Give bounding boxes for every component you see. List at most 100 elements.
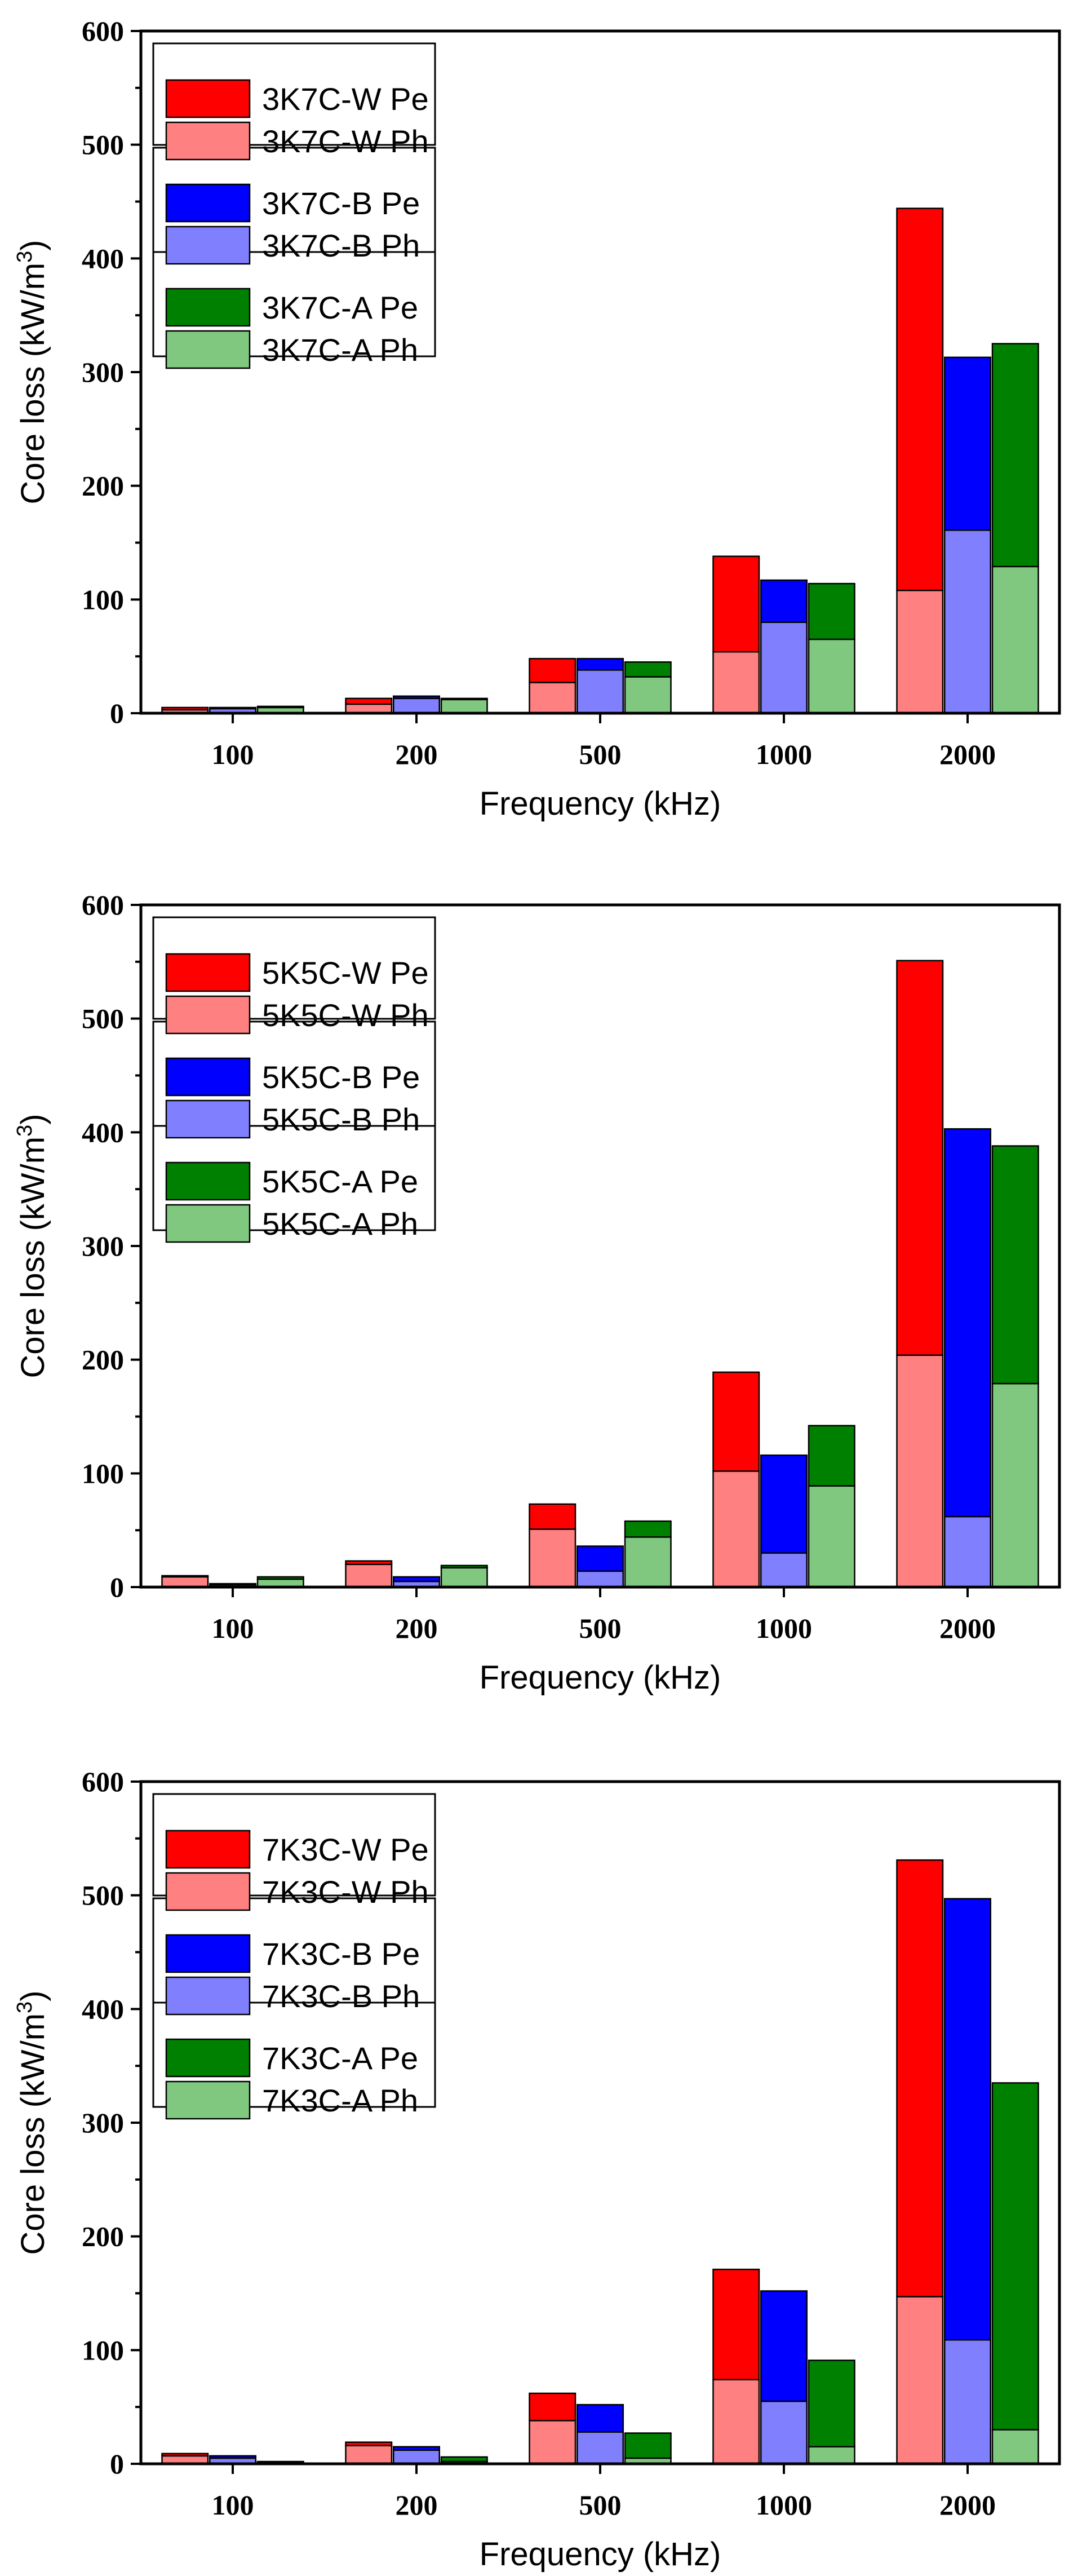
legend-swatch	[165, 2080, 251, 2120]
x-tick-label: 2000	[939, 739, 996, 770]
legend-label: 3K7C-B Pe	[262, 185, 420, 221]
y-tick-label: 400	[82, 1116, 124, 1148]
bar-3k7c-b-pe-100	[209, 706, 256, 710]
y-tick-label: 500	[82, 1003, 124, 1035]
bar-5k5c-w-ph-2000	[896, 1354, 944, 1588]
y-tick-label: 0	[110, 697, 124, 729]
legend-swatch	[165, 953, 251, 992]
bar-5k5c-a-ph-1000	[808, 1485, 855, 1588]
bar-5k5c-w-pe-100	[161, 1575, 209, 1578]
x-tick-label: 200	[396, 739, 438, 770]
x-tick-label: 200	[396, 2489, 438, 2521]
bar-3k7c-w-ph-2000	[896, 589, 944, 714]
bar-7k3c-b-pe-2000	[944, 1898, 991, 2341]
y-tick-label: 400	[82, 242, 124, 274]
bar-5k5c-a-pe-1000	[808, 1425, 855, 1487]
legend-swatch	[165, 1976, 251, 2016]
y-tick-label: 100	[82, 584, 124, 615]
bar-3k7c-b-pe-500	[577, 657, 624, 671]
legend-swatch	[165, 1161, 251, 1201]
x-tick-label: 500	[579, 739, 622, 770]
legend-label: 7K3C-W Pe	[262, 1832, 429, 1867]
bar-7k3c-a-pe-500	[624, 2432, 672, 2459]
y-axis-title-close: )	[15, 1114, 51, 1124]
y-tick-label: 200	[82, 2221, 124, 2252]
legend-swatch	[165, 1934, 251, 1973]
plot-frame	[139, 903, 1061, 1589]
bar-7k3c-b-ph-1000	[760, 2400, 808, 2465]
y-axis-title-close: )	[15, 1990, 51, 2001]
bar-5k5c-b-pe-200	[393, 1576, 440, 1583]
bar-5k5c-b-pe-500	[577, 1545, 624, 1572]
bar-3k7c-w-ph-500	[529, 682, 577, 714]
y-axis-title: Core loss (kW/m3)	[13, 240, 51, 504]
bar-7k3c-a-ph-1000	[808, 2446, 855, 2465]
x-tick-label: 2000	[939, 2489, 996, 2521]
bar-3k7c-w-pe-500	[529, 657, 577, 683]
bar-3k7c-a-ph-1000	[808, 638, 855, 714]
y-tick-label: 400	[82, 1993, 124, 2025]
bar-3k7c-a-pe-100	[256, 705, 304, 709]
legend-swatch	[165, 183, 251, 223]
bar-7k3c-w-ph-2000	[896, 2296, 944, 2465]
bar-5k5c-w-pe-200	[345, 1560, 393, 1565]
x-axis-title: Frequency (kHz)	[480, 785, 721, 822]
legend-swatch	[165, 288, 251, 327]
bar-5k5c-b-ph-1000	[760, 1552, 808, 1588]
y-axis-title: Core loss (kW/m3)	[13, 1990, 51, 2255]
bar-7k3c-w-ph-1000	[712, 2379, 760, 2465]
legend-swatch	[165, 79, 251, 118]
bar-7k3c-b-ph-2000	[944, 2339, 991, 2465]
bar-7k3c-b-pe-1000	[760, 2290, 808, 2402]
bar-3k7c-w-pe-2000	[896, 207, 944, 591]
bar-5k5c-b-pe-2000	[944, 1128, 991, 1518]
y-axis-title-base: Core loss (kW/m	[15, 2013, 51, 2255]
bar-5k5c-w-ph-500	[529, 1528, 577, 1588]
legend-label: 7K3C-B Pe	[262, 1936, 420, 1972]
legend-label: 5K5C-W Ph	[262, 997, 429, 1033]
legend-label: 5K5C-A Ph	[262, 1206, 418, 1241]
chart-5k5c: 0 100 200 300 400 500 600 100 200 500 1000 2000 Freq…	[13, 889, 1061, 1696]
legend-label: 3K7C-W Ph	[262, 123, 429, 159]
bar-7k3c-w-ph-200	[345, 2445, 393, 2465]
y-axis-title: Core loss (kW/m3)	[13, 1114, 51, 1378]
bar-5k5c-a-pe-2000	[991, 1145, 1039, 1385]
y-tick-label: 300	[82, 356, 124, 388]
legend-label: 3K7C-W Pe	[262, 81, 429, 117]
chart-7k3c: 0 100 200 300 400 500 600 100 200 500 1000 2000 Freq…	[13, 1766, 1061, 2573]
legend-label: 3K7C-A Ph	[262, 332, 418, 368]
bar-5k5c-b-ph-2000	[944, 1515, 991, 1588]
y-axis-title-base: Core loss (kW/m	[15, 1137, 51, 1378]
bar-5k5c-b-pe-1000	[760, 1454, 808, 1554]
y-tick-label: 500	[82, 1880, 124, 1911]
y-tick-label: 600	[82, 1766, 124, 1797]
bar-5k5c-w-pe-500	[529, 1503, 577, 1530]
x-tick-label: 1000	[756, 2489, 812, 2521]
legend-label: 7K3C-W Ph	[262, 1874, 429, 1910]
y-axis-title-close: )	[15, 240, 51, 250]
bar-3k7c-a-pe-1000	[808, 582, 855, 640]
bar-3k7c-a-pe-2000	[991, 343, 1039, 568]
plot-frame	[139, 1780, 1061, 2465]
legend-label: 3K7C-A Pe	[262, 290, 418, 325]
bar-7k3c-a-pe-1000	[808, 2360, 855, 2448]
x-tick-label: 500	[579, 1612, 622, 1644]
bar-5k5c-a-ph-200	[440, 1567, 488, 1588]
y-tick-label: 200	[82, 1344, 124, 1376]
bar-7k3c-w-pe-500	[529, 2392, 577, 2422]
bar-7k3c-b-pe-200	[393, 2446, 440, 2451]
bar-3k7c-a-ph-200	[440, 699, 488, 714]
legend-swatch	[165, 330, 251, 369]
bar-3k7c-b-pe-2000	[944, 356, 991, 531]
bar-7k3c-b-pe-500	[577, 2403, 624, 2433]
bar-5k5c-a-pe-500	[624, 1520, 672, 1538]
legend-swatch	[165, 995, 251, 1035]
bar-3k7c-b-ph-2000	[944, 529, 991, 714]
legend-label: 5K5C-W Pe	[262, 955, 429, 991]
bar-5k5c-a-pe-100	[256, 1576, 304, 1580]
y-tick-label: 200	[82, 470, 124, 502]
x-tick-label: 100	[212, 739, 254, 770]
bar-3k7c-b-pe-1000	[760, 579, 808, 623]
bar-7k3c-w-pe-2000	[896, 1859, 944, 2297]
